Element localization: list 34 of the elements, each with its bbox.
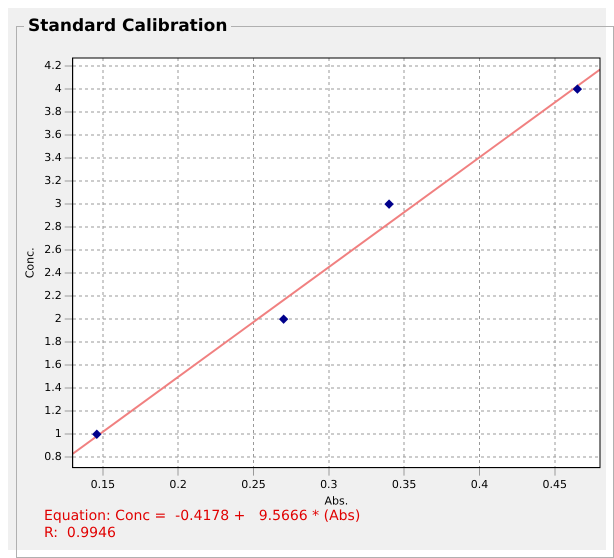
y-axis-title: Conc. xyxy=(23,247,36,278)
x-tick-label: 0.4 xyxy=(470,478,488,492)
y-tick-label: 3.2 xyxy=(44,174,62,187)
y-tick-label: 2.2 xyxy=(44,289,62,302)
y-tick-label: 3.4 xyxy=(44,150,62,164)
y-tick-label: 4.2 xyxy=(44,58,62,72)
x-axis-title: Abs. xyxy=(324,494,348,508)
y-tick-label: 2 xyxy=(54,312,62,326)
x-tick-label: 0.2 xyxy=(169,478,187,492)
y-tick-label: 2.6 xyxy=(44,243,62,256)
point xyxy=(572,84,582,94)
text: R: 0.9946 xyxy=(44,525,117,542)
x-tick-label: 0.15 xyxy=(90,478,116,492)
y-tick-label: 1.2 xyxy=(44,404,62,418)
y-tick-label: 3.6 xyxy=(44,128,62,141)
x-tick-label: 0.25 xyxy=(241,478,266,492)
y-tick-label: 3 xyxy=(54,196,62,210)
y-tick-label: 0.8 xyxy=(44,450,62,464)
y-tick-label: 1 xyxy=(54,427,62,440)
text: Equation: Conc = -0.4178 + 9.5666 * (Abs) xyxy=(44,508,360,525)
point xyxy=(279,314,288,324)
y-tick-label: 4 xyxy=(54,82,62,95)
y-tick-label: 1.4 xyxy=(44,381,62,394)
y-tick-label: 2.4 xyxy=(44,266,62,280)
point xyxy=(92,430,102,439)
x-tick-label: 0.3 xyxy=(320,478,338,492)
y-tick-label: 3.8 xyxy=(44,104,62,118)
point xyxy=(384,200,394,209)
y-tick-label: 1.8 xyxy=(44,335,62,348)
y-tick-label: 2.8 xyxy=(44,220,62,233)
y-tick-label: 1.6 xyxy=(44,358,62,372)
chart-title: Standard Calibration xyxy=(24,16,232,36)
x-tick-label: 0.35 xyxy=(392,478,416,492)
x-tick-label: 0.45 xyxy=(542,478,568,492)
